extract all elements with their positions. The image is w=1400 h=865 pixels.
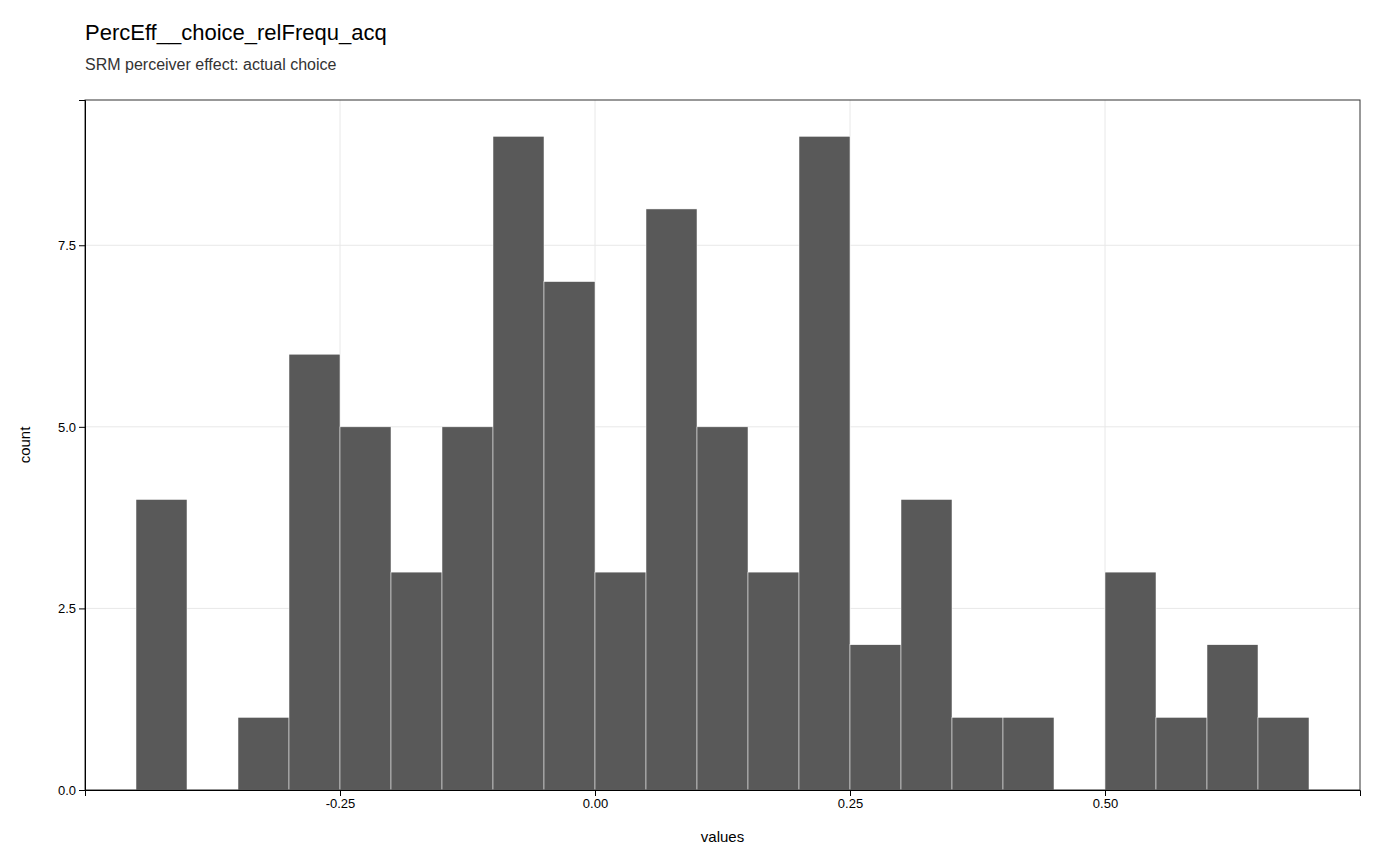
x-tick-mark (595, 790, 596, 796)
y-tick-mark (79, 245, 85, 246)
histogram-bar (1207, 645, 1258, 790)
y-tick: 2.5 (58, 601, 85, 616)
y-tick-mark (79, 427, 85, 428)
x-tick: -0.25 (326, 790, 356, 811)
histogram-bar (544, 282, 595, 790)
histogram-bar (850, 645, 901, 790)
grid (85, 100, 1360, 790)
histogram-bar (289, 354, 340, 790)
x-tick: 0.00 (583, 790, 608, 811)
histogram-bar (1258, 717, 1309, 790)
y-tick-label: 0.0 (58, 783, 76, 798)
y-tick: 0.0 (58, 783, 85, 798)
histogram-bar (952, 717, 1003, 790)
x-tick-mark (1105, 790, 1106, 796)
histogram-bar (391, 572, 442, 790)
x-tick-label: 0.50 (1093, 796, 1118, 811)
histogram-bar (901, 499, 952, 790)
histogram-bar (595, 572, 646, 790)
y-tick: 7.5 (58, 238, 85, 253)
x-axis: -0.25 0.00 0.25 0.50 (86, 790, 1361, 811)
histogram-bar (748, 572, 799, 790)
x-tick: 0.25 (838, 790, 863, 811)
histogram-bar (238, 717, 289, 790)
histogram-bar (697, 427, 748, 790)
y-tick-label: 2.5 (58, 601, 76, 616)
x-tick-mark (850, 790, 851, 796)
histogram-bar (136, 499, 187, 790)
histogram-bar (1156, 717, 1207, 790)
x-axis-title: values (701, 828, 744, 845)
x-axis-line (86, 791, 1361, 797)
histogram-bar (799, 136, 850, 790)
x-tick-label: -0.25 (326, 796, 356, 811)
histogram-bar (1105, 572, 1156, 790)
plot: -0.25 0.00 0.25 0.50 0.0 2.5 5.0 7.5 (58, 100, 1361, 811)
bars (136, 136, 1309, 790)
y-axis-line (79, 101, 86, 791)
y-tick-mark (79, 608, 85, 609)
chart-subtitle: SRM perceiver effect: actual choice (85, 56, 336, 73)
chart: -0.25 0.00 0.25 0.50 0.0 2.5 5.0 7.5 values count… (0, 0, 1400, 865)
y-tick-mark (79, 790, 85, 791)
x-tick-label: 0.25 (838, 796, 863, 811)
histogram-bar (442, 427, 493, 790)
plot-frame (85, 100, 1360, 790)
y-axis-title: count (16, 426, 33, 464)
histogram-bar (646, 209, 697, 790)
x-tick: 0.50 (1093, 790, 1118, 811)
histogram-bar (493, 136, 544, 790)
histogram-bar (340, 427, 391, 790)
x-tick-label: 0.00 (583, 796, 608, 811)
y-axis: 0.0 2.5 5.0 7.5 (58, 101, 86, 798)
y-tick-label: 7.5 (58, 238, 76, 253)
histogram-bar (1003, 717, 1054, 790)
y-grid-line (85, 245, 1360, 246)
x-tick-mark (340, 790, 341, 796)
y-tick-label: 5.0 (58, 420, 76, 435)
chart-title: PercEff__choice_relFrequ_acq (85, 20, 387, 45)
y-tick: 5.0 (58, 420, 85, 435)
